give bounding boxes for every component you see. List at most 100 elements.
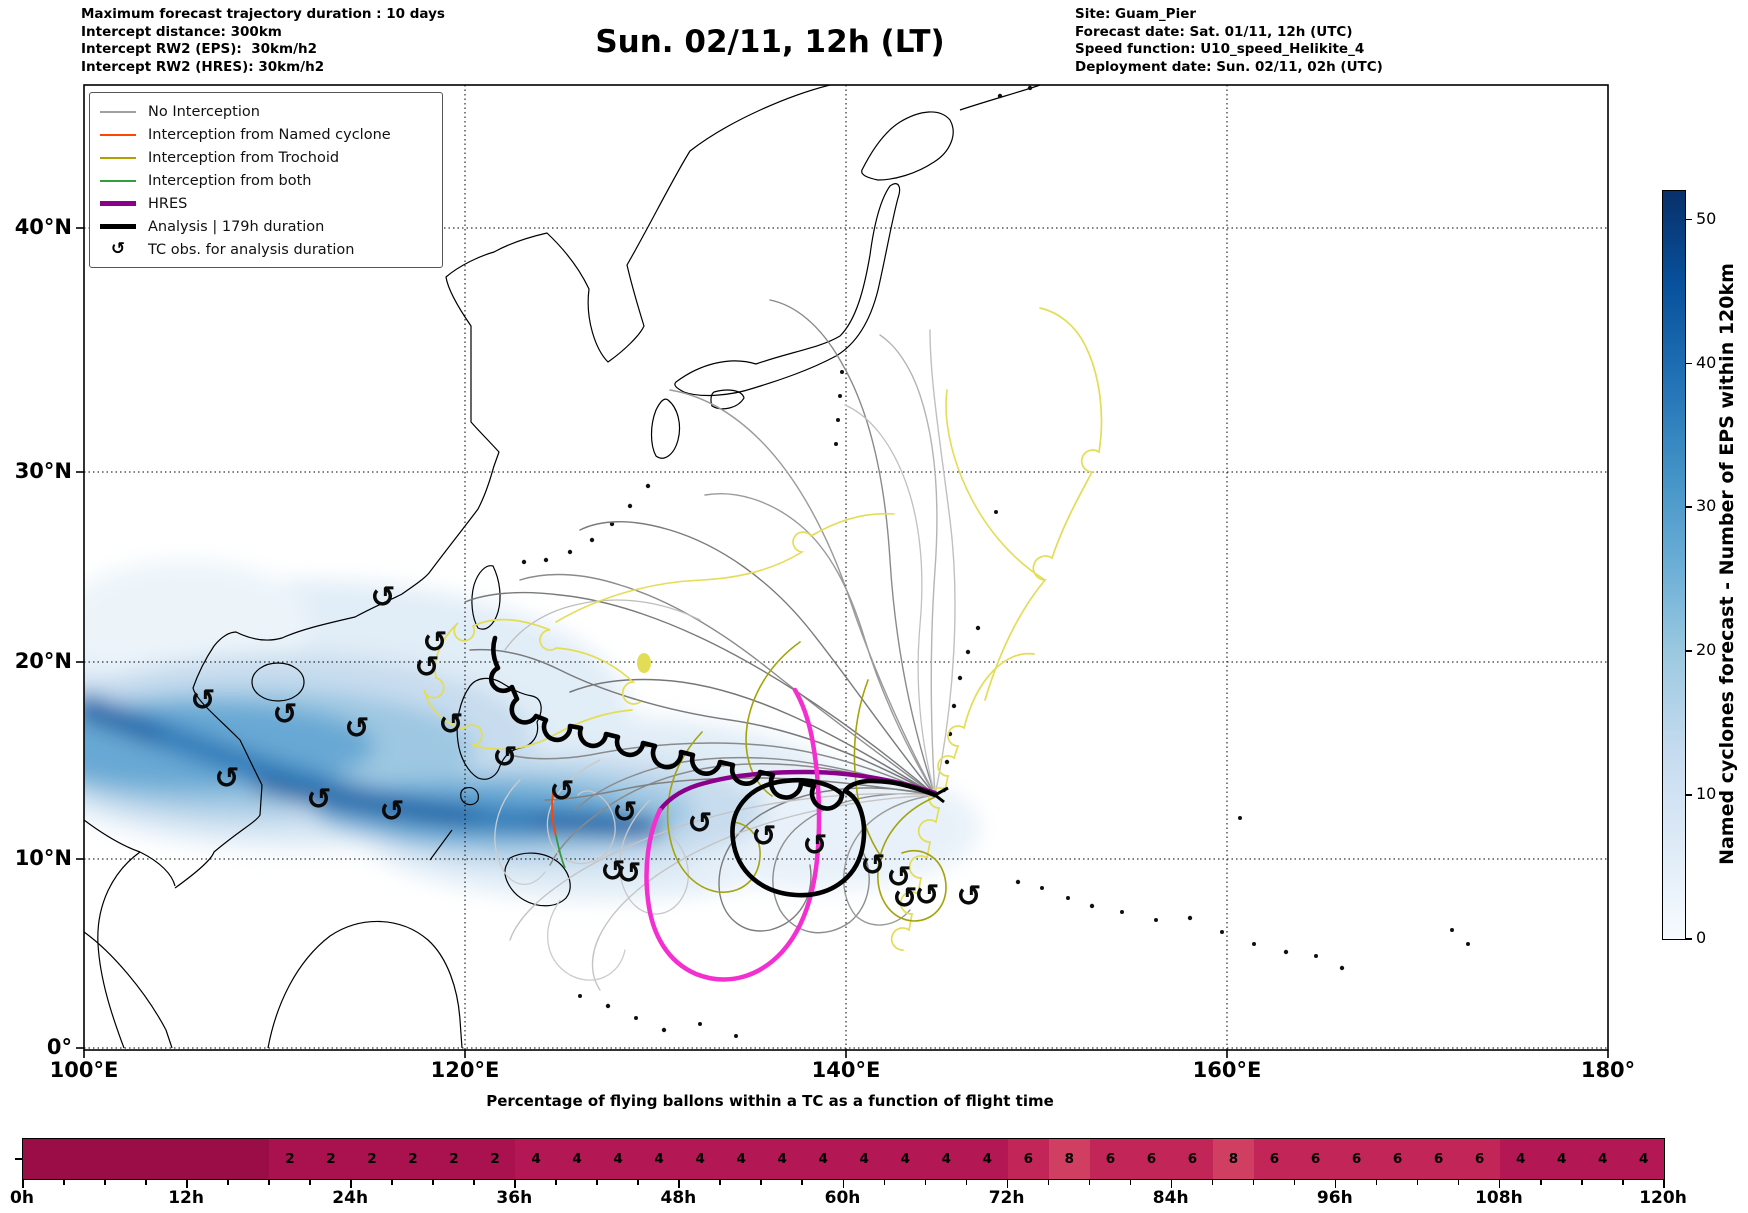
tc-cyclone-icon: ↺ (914, 878, 939, 913)
flight-time-cell-value: 2 (408, 1151, 418, 1167)
bottom-bar-tick (1170, 1180, 1173, 1188)
tc-cyclone-icon: ↺ (860, 848, 885, 883)
flight-time-cell: 4 (720, 1139, 762, 1179)
tc-cyclone-icon: ↺ (306, 782, 331, 817)
legend-line-swatch-icon (100, 224, 136, 229)
flight-time-cell: 4 (761, 1139, 803, 1179)
bottom-bar-tick (104, 1180, 106, 1185)
y-tick-label: 0° (46, 1035, 72, 1059)
flight-time-cell: 8 (1048, 1139, 1091, 1179)
colorbar-tick-label: 10 (1696, 784, 1717, 804)
tc-cyclone-icon: ↺ (600, 854, 625, 889)
flight-time-cell: 4 (515, 1139, 557, 1179)
bottom-bar-tick (965, 1180, 968, 1185)
bottom-bar-tick (1580, 1180, 1583, 1185)
flight-time-cell: 6 (1171, 1139, 1214, 1179)
bottom-bar-tick (555, 1180, 557, 1185)
tc-cyclone-icon: ↺ (272, 697, 297, 732)
flight-time-cell: 2 (351, 1139, 393, 1179)
legend-line-swatch-icon (100, 156, 136, 159)
legend-item-label: Analysis | 179h duration (148, 218, 325, 235)
eps-density-shading (84, 560, 980, 900)
flight-time-cell: 2 (474, 1139, 516, 1179)
bottom-bar-tick (1293, 1180, 1296, 1185)
bottom-bar-tick (801, 1180, 804, 1185)
colorbar-tick-label: 30 (1696, 496, 1717, 516)
bottom-bar-tick (350, 1180, 352, 1188)
bottom-bar-tick (1088, 1180, 1091, 1185)
tc-cyclone-icon: ↺ (492, 740, 517, 775)
flight-time-cell-value: 6 (1269, 1151, 1280, 1167)
header-line-left: Intercept RW2 (HRES): 30km/h2 (81, 58, 325, 75)
flight-time-cell (64, 1139, 106, 1179)
flight-time-cell-value: 6 (1310, 1151, 1321, 1167)
legend-item: HRES (100, 192, 432, 215)
flight-time-cell: 4 (966, 1139, 1009, 1179)
bottom-bar-tick (268, 1180, 270, 1185)
flight-time-cell-value: 4 (818, 1151, 828, 1167)
axis-ticks (76, 227, 1609, 1058)
tc-cyclone-icon: ↺ (379, 794, 404, 829)
flight-time-cell-value: 8 (1064, 1151, 1075, 1167)
trajectory-both (555, 835, 566, 869)
x-tick-label: 140°E (811, 1058, 881, 1082)
bottom-bar-tick-label: 60h (824, 1188, 861, 1208)
trajectory-named-cyclone (551, 792, 557, 837)
flight-time-cell: 4 (1622, 1139, 1665, 1179)
colorbar-tick-label: 0 (1696, 928, 1707, 947)
bottom-bar-tick (596, 1180, 598, 1185)
flight-time-cell: 4 (925, 1139, 968, 1179)
bottom-bar-tick (1211, 1180, 1214, 1185)
flight-time-cell-value: 6 (1105, 1151, 1116, 1167)
flight-time-cell (228, 1139, 270, 1179)
analysis-track (488, 635, 938, 898)
flight-time-cell (146, 1139, 188, 1179)
bottom-bar-tick-label: 84h (1152, 1188, 1189, 1208)
flight-time-cell-value: 2 (285, 1151, 295, 1167)
flight-time-cell-value: 4 (941, 1151, 951, 1167)
tc-cyclone-icon: ↺ (422, 625, 447, 660)
y-tick-label: 20°N (14, 649, 72, 673)
header-line-left: Intercept distance: 300km (81, 23, 282, 40)
flight-time-cell: 6 (1294, 1139, 1337, 1179)
flight-time-cell-value: 6 (1392, 1151, 1403, 1167)
flight-time-cell-value: 8 (1228, 1151, 1239, 1167)
flight-time-cell: 2 (433, 1139, 475, 1179)
x-tick-label: 120°E (430, 1058, 500, 1082)
flight-time-cell: 4 (802, 1139, 844, 1179)
bottom-bar-tick-label: 48h (660, 1188, 697, 1208)
bottom-bar-tick (309, 1180, 311, 1185)
flight-time-cell-value: 6 (1474, 1151, 1485, 1167)
legend-item-label: No Interception (148, 103, 260, 120)
flight-time-cell-value: 4 (613, 1151, 623, 1167)
deployment-point-marker (932, 786, 949, 804)
flight-time-cell-value: 6 (1146, 1151, 1157, 1167)
bottom-bar-tick (842, 1180, 845, 1188)
flight-time-cell-value: 4 (1556, 1151, 1567, 1167)
colorbar-tick-label: 20 (1696, 640, 1717, 660)
x-tick-label: 160°E (1192, 1058, 1262, 1082)
legend-item-label: HRES (148, 195, 188, 212)
tc-cyclone-icon: ↺ (612, 795, 637, 830)
colorbar-tick (1686, 794, 1692, 796)
island-dots (521, 85, 1470, 1038)
bottom-bar-tick-label: 108h (1475, 1188, 1523, 1208)
bottom-bar-tick (473, 1180, 475, 1185)
legend-item: Analysis | 179h duration (100, 215, 432, 238)
flight-time-cell-value: 6 (1023, 1151, 1034, 1167)
tc-cyclone-icon: ↺ (892, 881, 917, 916)
header-line-right: Deployment date: Sun. 02/11, 02h (UTC) (1075, 58, 1383, 75)
colorbar-tick (1686, 362, 1692, 365)
flight-time-cell-value: 4 (736, 1151, 746, 1167)
legend-item: Interception from Trochoid (100, 146, 432, 169)
tc-cyclone-icon: ↺ (214, 761, 239, 796)
bottom-bar-tick (63, 1180, 65, 1185)
colorbar-tick (1686, 506, 1692, 508)
header-line-right: Site: Guam_Pier (1075, 6, 1197, 22)
flight-time-cell: 2 (310, 1139, 352, 1179)
flight-time-cell-value: 4 (654, 1151, 664, 1167)
flight-time-cell: 4 (597, 1139, 639, 1179)
legend-item: Interception from both (100, 169, 432, 192)
